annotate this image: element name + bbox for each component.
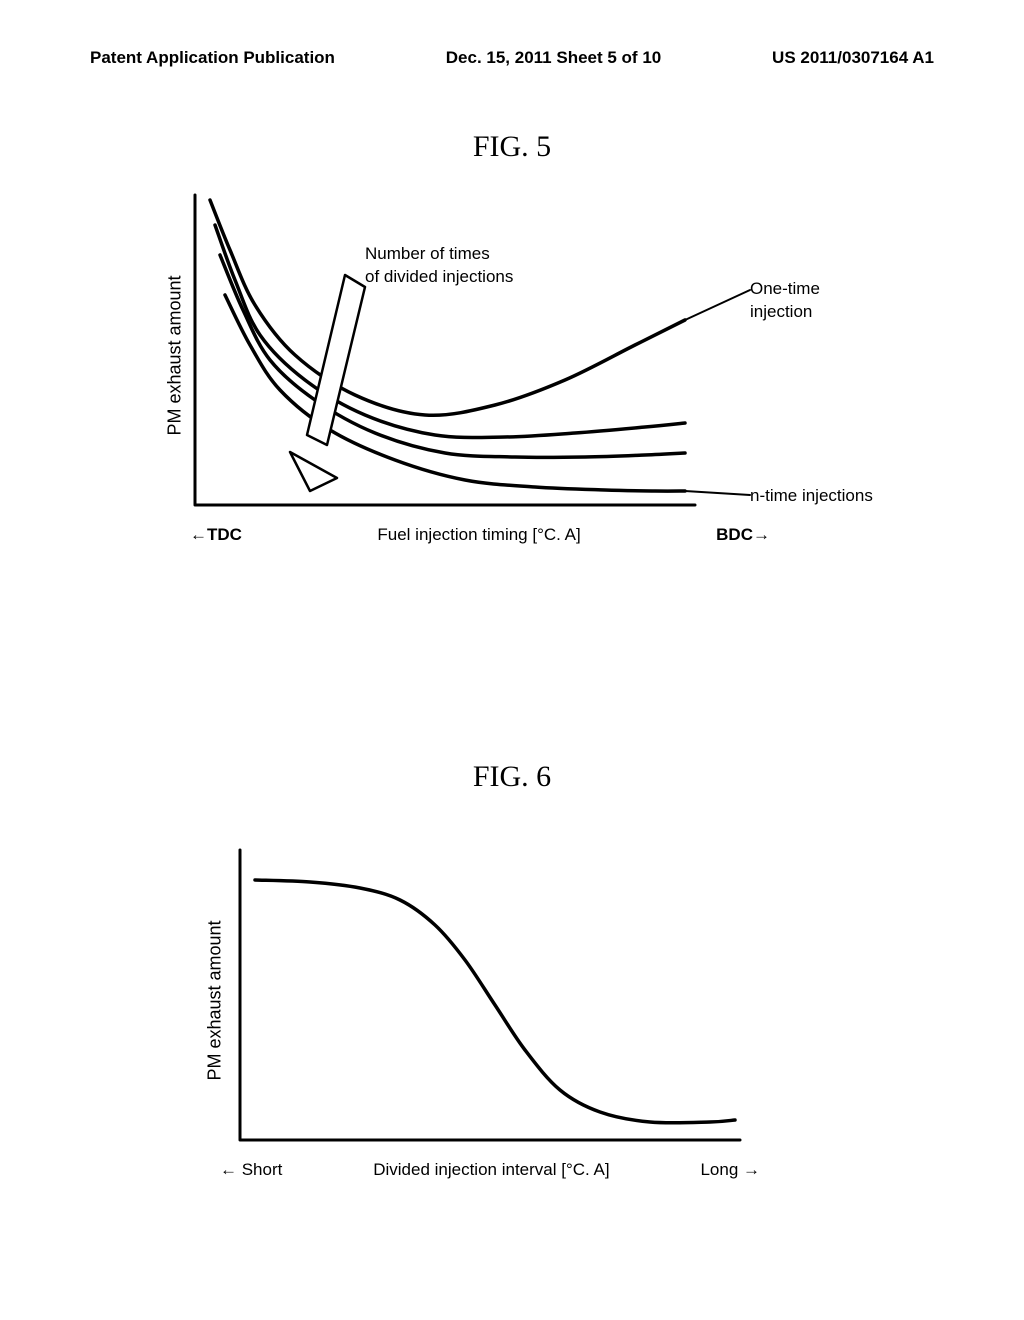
fig5-xlabel-right: BDC→ (716, 525, 770, 545)
fig5-chart: PM exhaust amount Number of times of div… (130, 185, 880, 575)
fig5-annotation: Number of times of divided injections (365, 243, 513, 289)
fig5-annotation-line1: Number of times (365, 243, 513, 266)
fig6-xlabel-left: ← Short (220, 1160, 282, 1180)
header-center: Dec. 15, 2011 Sheet 5 of 10 (446, 48, 661, 68)
page-header: Patent Application Publication Dec. 15, … (0, 48, 1024, 68)
fig6-chart: PM exhaust amount ← Short Divided inject… (180, 840, 830, 1210)
fig6-title: FIG. 6 (0, 760, 1024, 794)
fig6-xlabel-right: Long → (700, 1160, 760, 1180)
fig5-title: FIG. 5 (0, 130, 1024, 164)
header-right: US 2011/0307164 A1 (772, 48, 934, 68)
fig5-xlabel-left: ←TDC (190, 525, 242, 545)
fig6-plot (180, 840, 780, 1160)
fig5-annotation-line2: of divided injections (365, 266, 513, 289)
header-left: Patent Application Publication (90, 48, 335, 68)
fig5-xlabel-center: Fuel injection timing [°C. A] (377, 525, 580, 545)
fig6-ylabel: PM exhaust amount (205, 911, 226, 1091)
fig5-ylabel: PM exhaust amount (165, 266, 186, 446)
fig5-curve-label-top: One-time injection (750, 278, 880, 324)
fig6-xlabel-center: Divided injection interval [°C. A] (373, 1160, 609, 1180)
fig5-plot (130, 185, 880, 525)
fig5-curve-label-bottom: n-time injections (750, 485, 873, 508)
